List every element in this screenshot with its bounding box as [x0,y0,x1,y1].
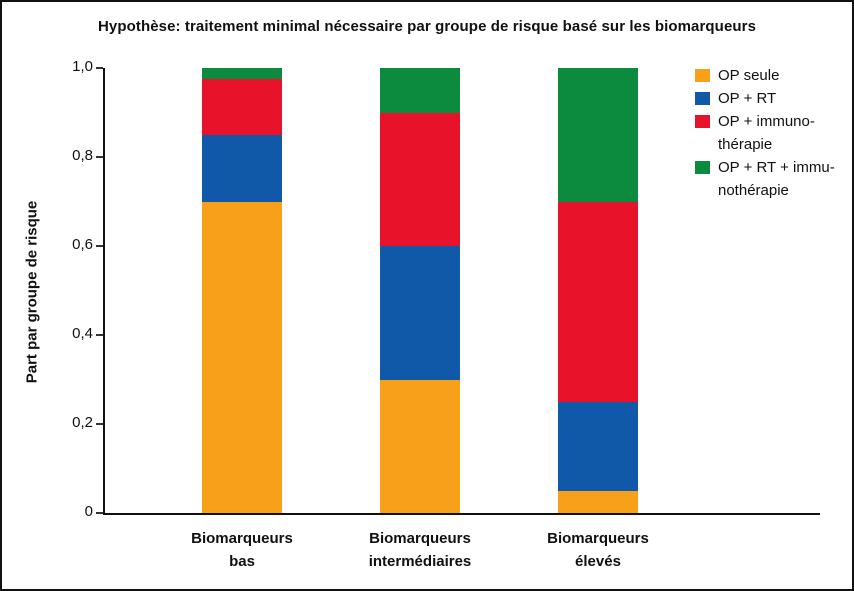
bar-segment [202,79,282,135]
plot-area: 0 0,2 0,4 0,6 0,8 1,0 [72,58,820,520]
y-axis-label: Part par groupe de risque [23,200,41,384]
bar-segment [380,246,460,380]
legend-swatch [695,92,710,105]
chart-title: Hypothèse: traitement minimal nécessaire… [97,18,757,35]
y-tick-mark [96,423,103,425]
bar-3 [558,68,638,513]
y-tick-label: 0,4 [72,325,93,342]
bar-segment [558,68,638,202]
bar-segment [558,201,638,402]
legend-label: OP + RT + immu-nothérapie [718,159,835,199]
y-tick-label: 0,2 [72,414,93,431]
legend-swatch [695,161,710,174]
bar-segment [380,379,460,513]
legend-label: OP + RT [718,90,777,107]
bar-segment [380,68,460,113]
legend-label: OP seule [718,67,780,84]
y-tick-mark [96,334,103,336]
bar-segment [202,68,282,80]
y-tick-label: 0,6 [72,236,93,253]
legend-item: OP + immuno-thérapie [695,110,835,156]
legend-swatch [695,115,710,128]
y-tick-mark [96,156,103,158]
legend-item: OP + RT + immu-nothérapie [695,156,835,202]
bar-segment [380,112,460,246]
bar-1 [202,68,282,513]
legend-item: OP + RT [695,87,835,110]
bar-segment [202,201,282,513]
x-category-label: Biomarqueurs intermédiaires [368,530,472,570]
legend-item: OP seule [695,64,835,87]
x-axis-category-labels: Biomarqueurs bas Biomarqueurs intermédiaire… [2,527,854,577]
y-tick-mark [96,512,103,514]
legend: OP seule OP + RT OP + immuno-thérapie OP + … [695,64,835,202]
y-tick-label: 0,8 [72,147,93,164]
y-tick-mark [96,245,103,247]
y-tick-label: 0 [84,503,93,520]
bar-segment [558,490,638,513]
y-tick-mark [96,67,103,69]
bar-segment [202,134,282,202]
x-category-label: Biomarqueurs élevés [547,530,649,570]
bar-segment [558,401,638,491]
legend-label: OP + immuno-thérapie [718,113,815,153]
x-category-label: Biomarqueurs bas [191,530,293,570]
bar-2 [380,68,460,513]
y-tick-label: 1,0 [72,58,93,75]
legend-swatch [695,69,710,82]
